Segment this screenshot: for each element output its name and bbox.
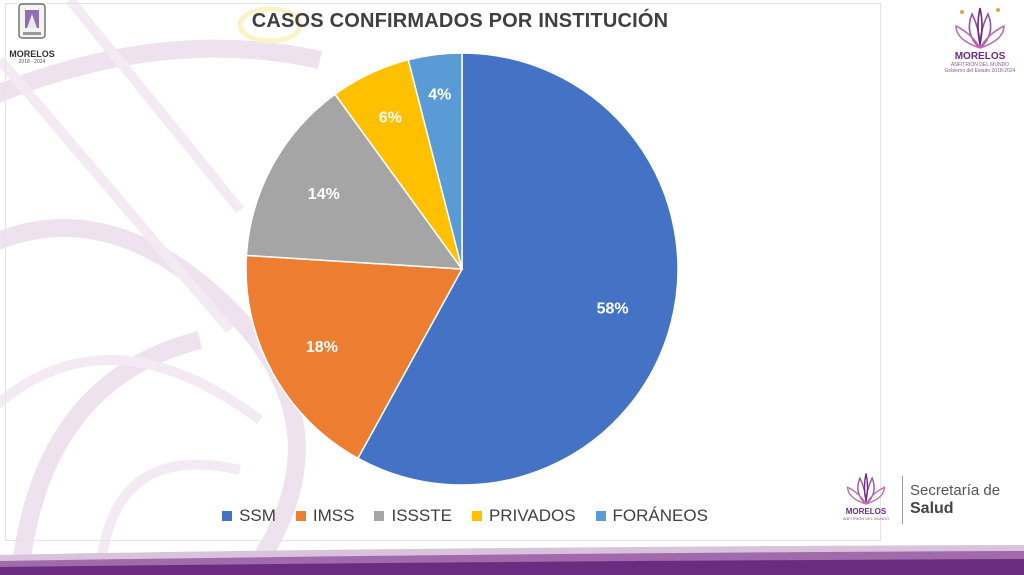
logo-divider bbox=[902, 476, 903, 524]
legend-item-ssm: SSM bbox=[222, 506, 276, 526]
mini-logo-sub: ANFITRIÓN DEL MUNDO bbox=[842, 516, 890, 521]
lotus-flower-icon bbox=[955, 7, 1005, 49]
legend-label: SSM bbox=[239, 506, 276, 525]
secretaria-label: Secretaría de bbox=[910, 482, 1001, 499]
secretaria-salud-logo: MORELOS ANFITRIÓN DEL MUNDO Secretaría d… bbox=[836, 470, 1016, 530]
pie-slice-issste bbox=[245, 93, 464, 270]
data-label: 14% bbox=[308, 186, 340, 203]
pie-slice-ssm bbox=[356, 52, 679, 486]
data-label: 4% bbox=[428, 86, 451, 103]
salud-label: Salud bbox=[910, 500, 954, 517]
morelos-brand-logo: MORELOS ANFITRIÓN DEL MUNDO Gobierno del… bbox=[944, 4, 1016, 80]
chart-title: CASOS CONFIRMADOS POR INSTITUCIÓN bbox=[251, 10, 669, 32]
legend-swatch bbox=[374, 511, 385, 521]
legend-item-foraneos: FORÁNEOS bbox=[595, 506, 708, 526]
data-label: 6% bbox=[379, 110, 402, 127]
coat-of-arms-icon bbox=[18, 3, 46, 39]
left-logo-years: 2018 - 2024 bbox=[18, 59, 46, 65]
lotus-flower-icon bbox=[846, 473, 886, 505]
legend-label: ISSSTE bbox=[391, 506, 452, 525]
legend-label: FORÁNEOS bbox=[612, 506, 708, 525]
left-logo-text: MORELOS bbox=[9, 49, 55, 59]
pie-slice-foráneos bbox=[407, 52, 463, 270]
morelos-state-logo: MORELOS 2018 - 2024 bbox=[4, 2, 60, 66]
right-logo-name: MORELOS bbox=[954, 51, 1006, 62]
mini-logo-name: MORELOS bbox=[845, 507, 887, 516]
data-label: 58% bbox=[597, 301, 629, 318]
data-label: 18% bbox=[306, 339, 338, 356]
legend-swatch bbox=[471, 511, 482, 521]
legend-item-imss: IMSS bbox=[295, 506, 355, 526]
legend-item-privados: PRIVADOS bbox=[471, 506, 576, 526]
right-logo-sub: ANFITRIÓN DEL MUNDO bbox=[950, 62, 1010, 68]
morelos-mini-logo: MORELOS ANFITRIÓN DEL MUNDO bbox=[838, 470, 894, 526]
legend-item-issste: ISSSTE bbox=[374, 506, 452, 526]
legend-swatch bbox=[295, 511, 306, 521]
chart-legend: SSM IMSS ISSSTE PRIVADOS FORÁNEOS bbox=[195, 506, 735, 526]
chart-panel bbox=[5, 3, 881, 541]
bottom-decorative-bar bbox=[0, 545, 1024, 575]
legend-label: IMSS bbox=[312, 506, 355, 525]
pie-slice-imss bbox=[245, 254, 464, 460]
legend-swatch bbox=[595, 511, 606, 521]
legend-swatch bbox=[222, 511, 233, 521]
legend-label: PRIVADOS bbox=[488, 506, 576, 525]
right-logo-sub2: Gobierno del Estado 2018-2024 bbox=[944, 68, 1016, 74]
